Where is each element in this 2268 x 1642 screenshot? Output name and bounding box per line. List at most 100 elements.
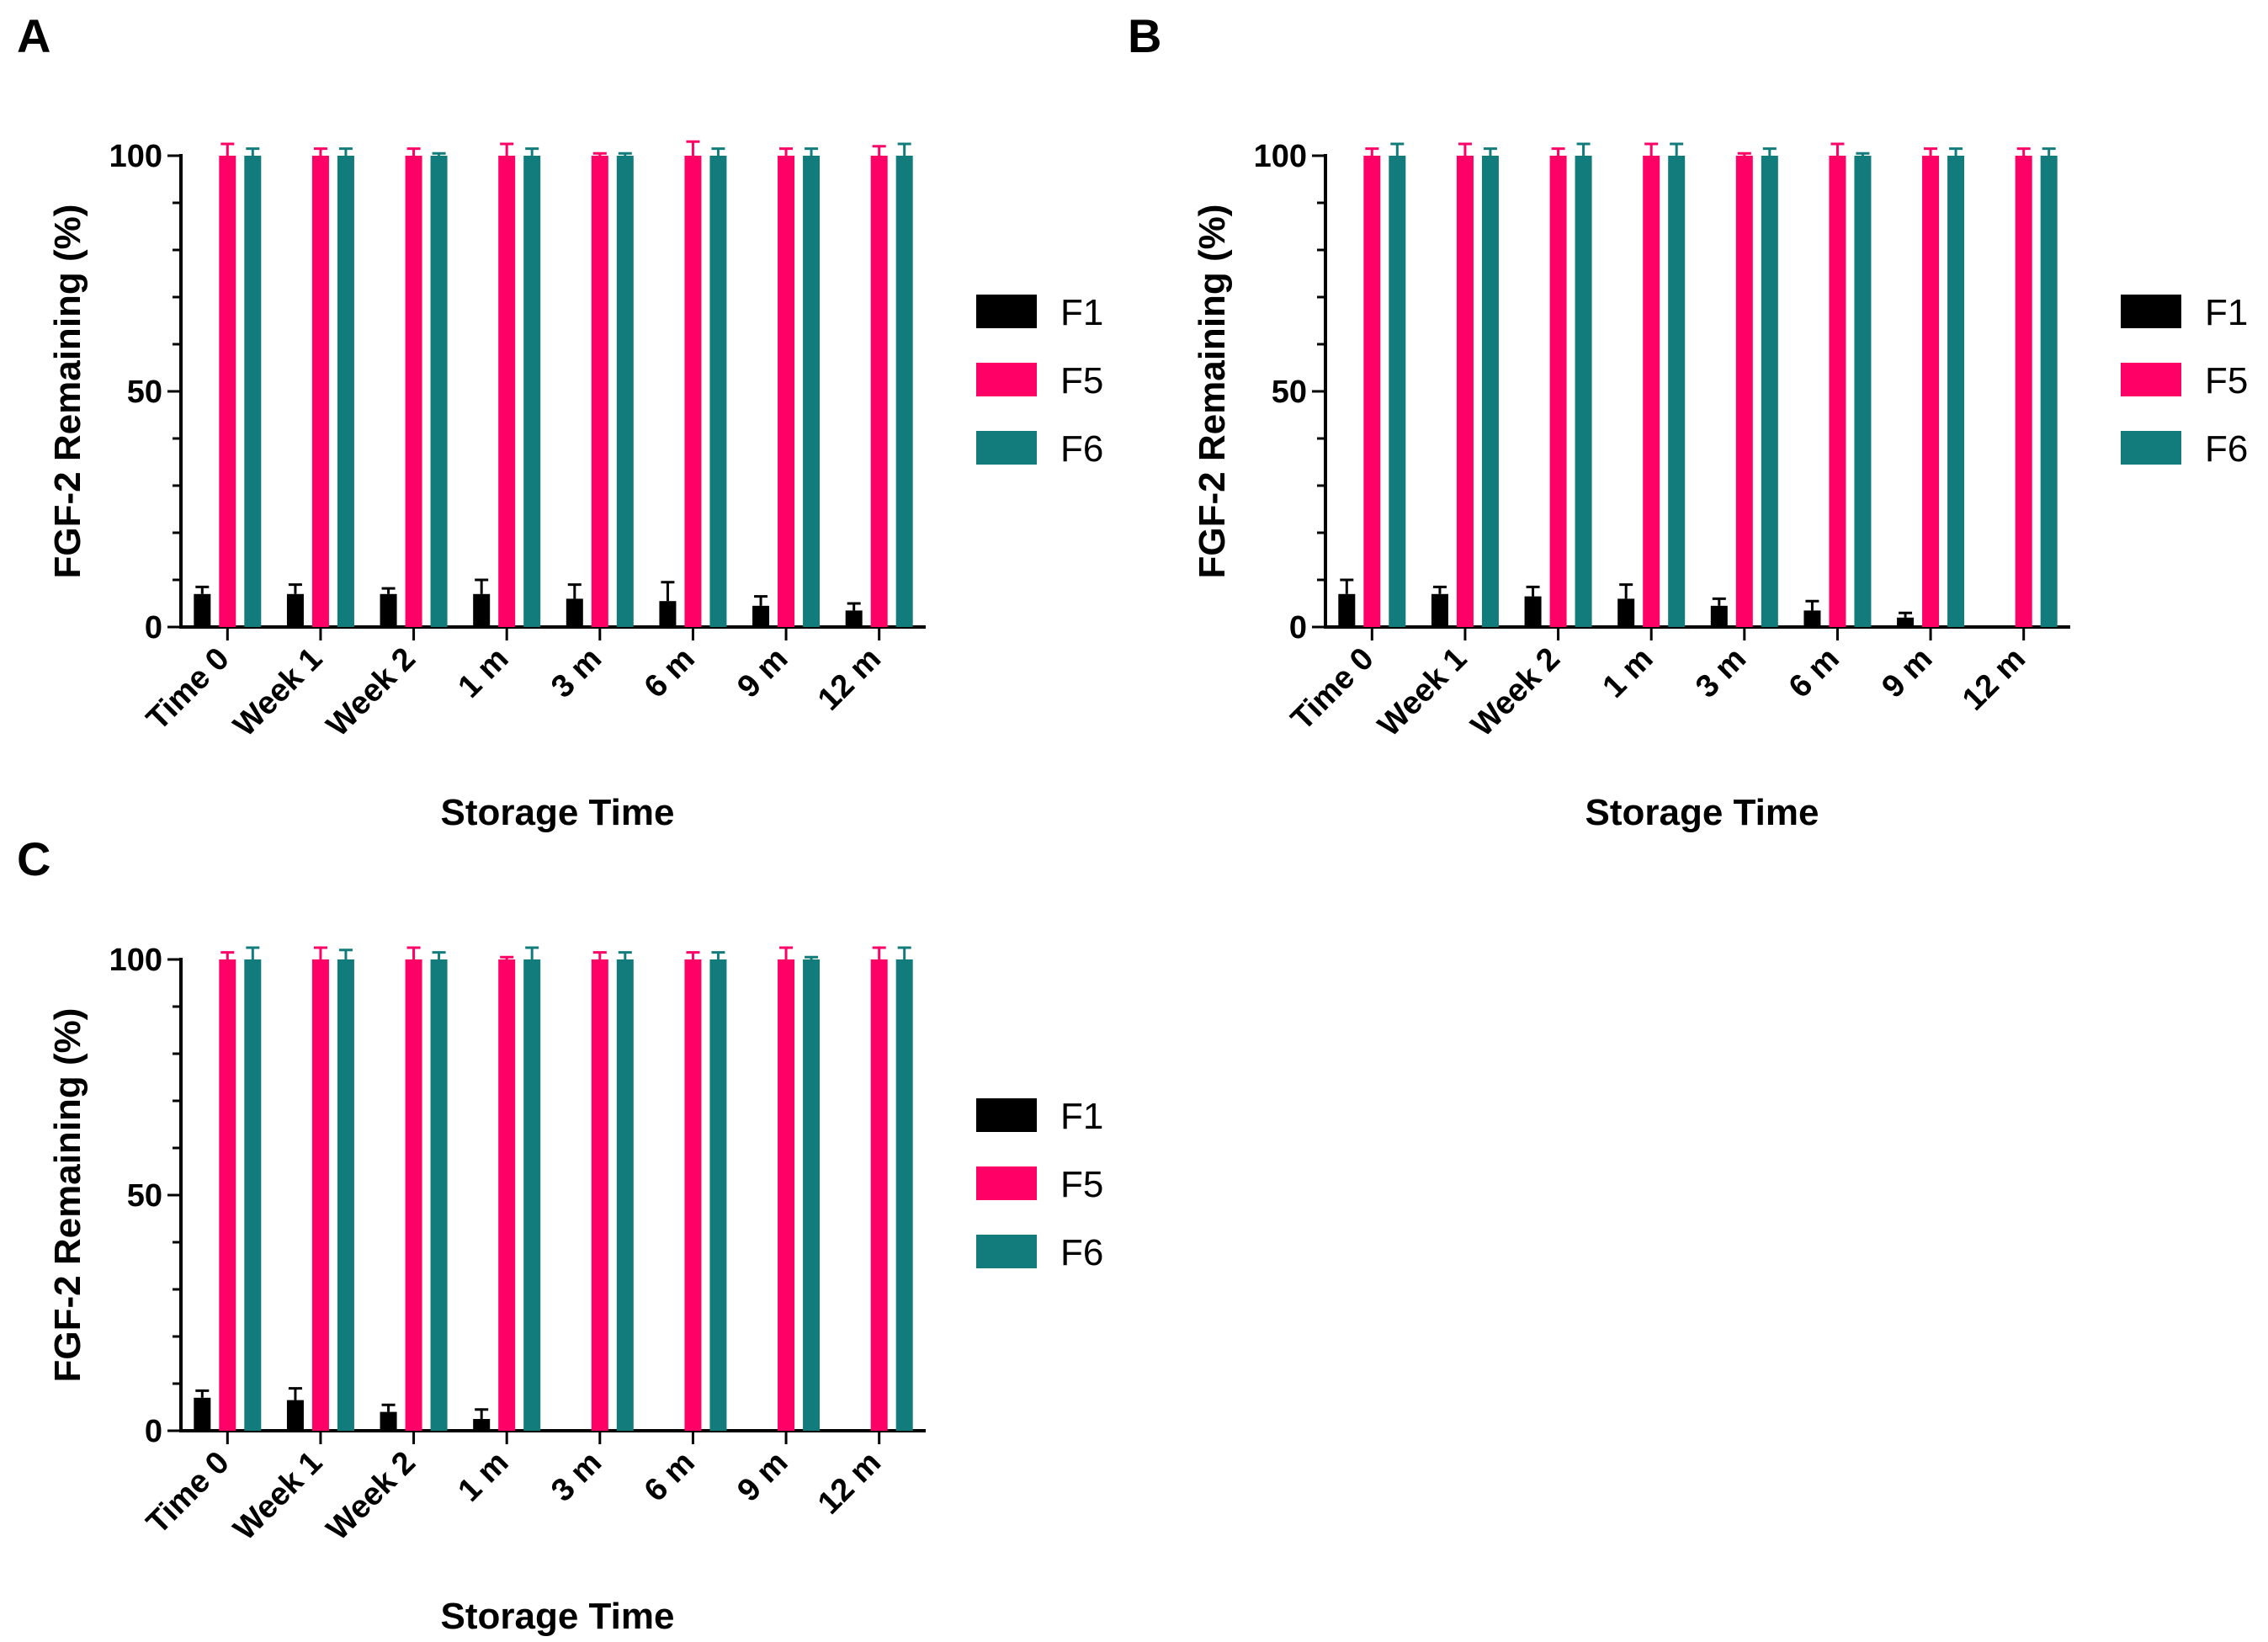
bar-f6 — [709, 959, 727, 1431]
bar-f1 — [194, 593, 211, 627]
x-tick-label: 6 m — [1782, 641, 1846, 705]
panel-letter: B — [1128, 9, 1161, 62]
x-tick-label: 1 m — [452, 641, 516, 705]
bar-f5 — [591, 156, 608, 627]
bar-f1 — [380, 593, 397, 627]
bar-f5 — [870, 959, 888, 1431]
bar-f5 — [684, 156, 702, 627]
bar-f6 — [616, 156, 634, 627]
bar-f5 — [778, 959, 795, 1431]
x-tick-label: 6 m — [638, 1445, 702, 1509]
bar-f6 — [430, 156, 448, 627]
legend-label-f1: F1 — [2205, 292, 2248, 333]
bar-f1 — [473, 1419, 491, 1431]
y-tick-label: 50 — [1272, 375, 1307, 410]
x-tick-label: 3 m — [544, 641, 608, 705]
y-tick-label: 0 — [1289, 610, 1307, 646]
bar-f1 — [845, 610, 863, 627]
bar-f1 — [1803, 610, 1821, 627]
y-tick-label: 0 — [145, 1414, 162, 1449]
x-tick-label: 12 m — [811, 1445, 888, 1522]
bar-f6 — [337, 959, 354, 1431]
y-axis-title: FGF-2 Remaining (%) — [1192, 205, 1233, 579]
x-tick-label: 1 m — [452, 1445, 516, 1509]
bar-f6 — [523, 959, 541, 1431]
bar-f5 — [2015, 156, 2032, 627]
bar-f1 — [380, 1411, 397, 1431]
bar-f5 — [1643, 156, 1660, 627]
legend-swatch-f6 — [976, 431, 1037, 465]
legend-swatch-f1 — [2121, 295, 2181, 328]
legend-swatch-f6 — [976, 1235, 1037, 1268]
x-tick-label: Time 0 — [140, 641, 236, 737]
legend-swatch-f5 — [976, 1166, 1037, 1200]
bar-f6 — [709, 156, 727, 627]
bar-f1 — [1524, 596, 1542, 627]
bar-f5 — [1735, 156, 1753, 627]
bar-f1 — [752, 605, 770, 627]
x-tick-label: Week 1 — [226, 1445, 329, 1548]
y-axis-title: FGF-2 Remaining (%) — [47, 205, 88, 579]
x-tick-label: Week 2 — [320, 641, 422, 744]
bar-f5 — [1549, 156, 1567, 627]
bar-f5 — [498, 156, 516, 627]
bar-f5 — [778, 156, 795, 627]
x-tick-label: 3 m — [1689, 641, 1753, 705]
bar-f6 — [523, 156, 541, 627]
bar-f6 — [337, 156, 354, 627]
bar-f5 — [498, 959, 516, 1431]
bar-f1 — [473, 593, 491, 627]
bar-f5 — [870, 156, 888, 627]
bar-f6 — [1389, 156, 1406, 627]
legend-swatch-f5 — [976, 363, 1037, 396]
bar-f1 — [286, 1400, 304, 1431]
bar-f6 — [803, 959, 821, 1431]
bar-f1 — [659, 601, 677, 627]
bar-f6 — [244, 156, 262, 627]
bar-f6 — [895, 156, 913, 627]
bar-f1 — [566, 598, 583, 627]
bar-f6 — [2040, 156, 2058, 627]
bar-f6 — [1575, 156, 1592, 627]
bar-f6 — [430, 959, 448, 1431]
bar-f6 — [616, 959, 634, 1431]
x-tick-label: Time 0 — [140, 1445, 236, 1541]
bar-f5 — [219, 959, 236, 1431]
bar-f6 — [1481, 156, 1499, 627]
legend-label-f6: F6 — [1060, 1232, 1103, 1273]
bar-f6 — [1947, 156, 1965, 627]
bar-f5 — [1456, 156, 1474, 627]
x-axis-title: Storage Time — [441, 1596, 675, 1637]
x-tick-label: 1 m — [1596, 641, 1660, 705]
panel-letter: A — [17, 9, 50, 62]
bar-f1 — [1431, 593, 1448, 627]
bar-f5 — [311, 156, 329, 627]
legend-label-f5: F5 — [2205, 360, 2248, 401]
bar-f1 — [1897, 617, 1915, 627]
bar-f1 — [1617, 598, 1635, 627]
bar-f1 — [1338, 593, 1356, 627]
legend: F1 F5 F6 — [2121, 292, 2248, 470]
bar-f6 — [1854, 156, 1872, 627]
legend: F1 F5 F6 — [976, 292, 1103, 470]
bar-f5 — [684, 959, 702, 1431]
y-tick-label: 0 — [145, 610, 162, 646]
legend-label-f6: F6 — [2205, 428, 2248, 470]
bar-f5 — [1363, 156, 1381, 627]
legend-swatch-f1 — [976, 295, 1037, 328]
legend-label-f5: F5 — [1060, 360, 1103, 401]
x-tick-label: 9 m — [1875, 641, 1939, 705]
bar-f5 — [219, 156, 236, 627]
x-tick-label: Week 2 — [320, 1445, 422, 1548]
legend-swatch-f5 — [2121, 363, 2181, 396]
panel-letter: C — [17, 832, 50, 885]
bar-f6 — [1668, 156, 1686, 627]
legend-label-f5: F5 — [1060, 1164, 1103, 1205]
legend-label-f1: F1 — [1060, 292, 1103, 333]
x-tick-label: 12 m — [811, 641, 888, 718]
x-axis-title: Storage Time — [441, 792, 675, 833]
legend: F1 F5 F6 — [976, 1096, 1103, 1273]
y-axis-title: FGF-2 Remaining (%) — [47, 1008, 88, 1383]
y-tick-label: 100 — [109, 943, 162, 978]
